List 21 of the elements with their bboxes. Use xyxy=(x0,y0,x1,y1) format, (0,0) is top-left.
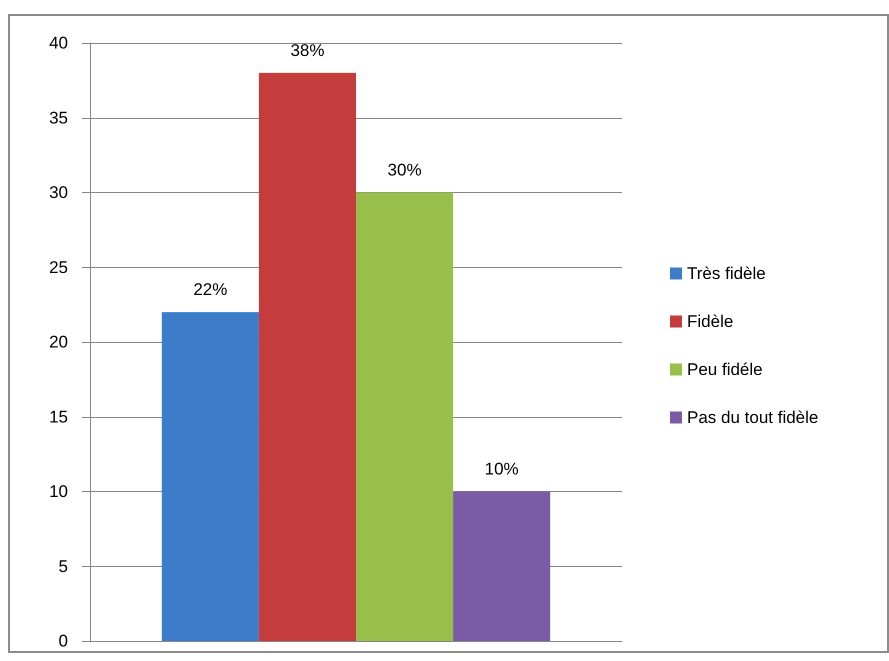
y-tick-label: 35 xyxy=(49,108,68,128)
bar xyxy=(356,192,454,641)
y-tick-label: 30 xyxy=(49,183,68,202)
bar xyxy=(258,72,356,641)
legend-label: Peu fidéle xyxy=(687,360,763,379)
data-label: 30% xyxy=(388,160,422,180)
legend-label: Très fidèle xyxy=(687,264,766,283)
y-tick-label: 10 xyxy=(49,482,68,501)
legend-label: Pas du tout fidèle xyxy=(687,408,818,427)
y-tick-label: 15 xyxy=(49,407,68,426)
y-tick-label: 20 xyxy=(49,332,68,352)
bar xyxy=(162,312,259,641)
legend-label: Fidèle xyxy=(687,312,734,331)
bar xyxy=(453,492,550,641)
data-label: 38% xyxy=(290,40,324,60)
y-tick-label: 25 xyxy=(49,258,68,277)
y-tick-label: 40 xyxy=(49,34,68,52)
y-tick-label: 5 xyxy=(58,556,68,576)
y-tick-label: 0 xyxy=(58,632,68,650)
data-label: 10% xyxy=(484,460,519,478)
data-label: 22% xyxy=(193,280,228,300)
